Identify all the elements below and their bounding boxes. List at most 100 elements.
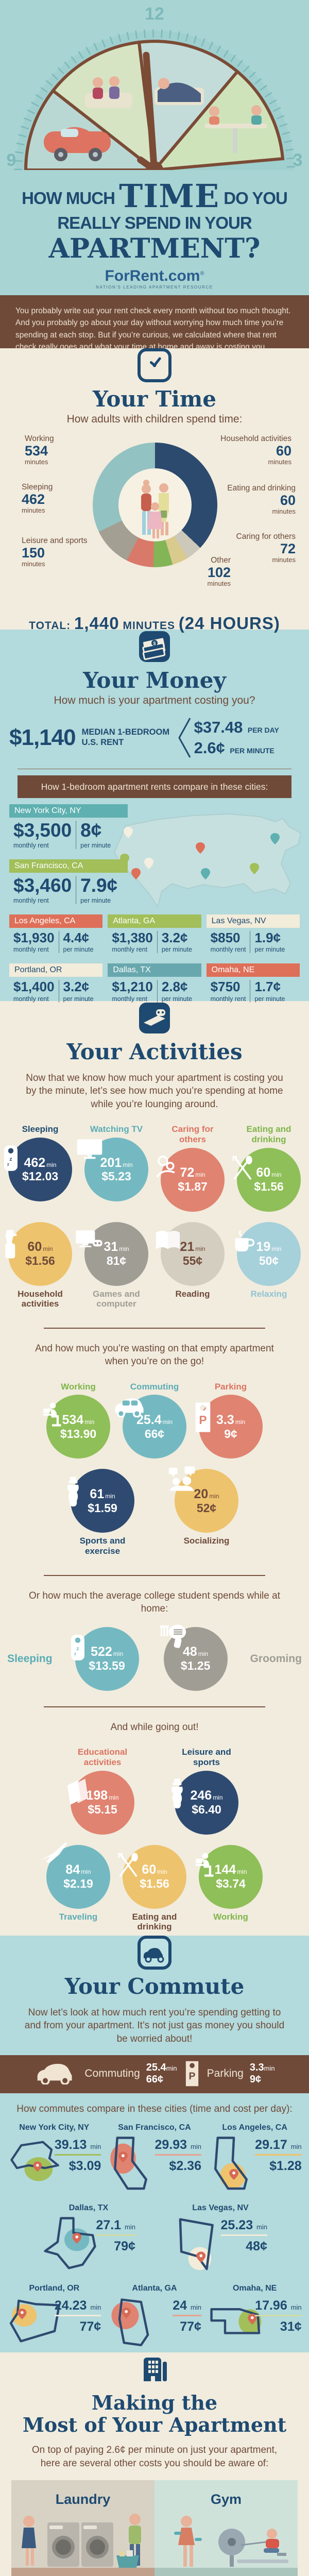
coffee-cup-icon [235,1230,254,1251]
car-vignette [44,127,111,161]
your-activities-heading: Your Activities [66,1039,243,1064]
hair-dryer-icon [160,1624,186,1648]
your-commute-heading: Your Commute [64,1973,245,1999]
median-rent-row: $1,140 MEDIAN 1-BEDROOM U.S. RENT $37.48… [0,708,309,762]
car-icon [138,1935,171,1970]
college-sleeping-label: Sleeping [7,1652,53,1665]
commute-intro: Now let’s look at how much rent you’re s… [24,2007,285,2044]
clock-number-9: 9 [7,150,16,170]
plane-icon [40,1842,67,1863]
activity-educational: Educational activities 198 min $5.15 [67,1744,136,1835]
parking-label: Parking [207,2067,244,2079]
donut-label-caring: Caring for others 72 minutes [236,532,296,564]
clock-icon [138,348,171,382]
commute-row2: Dallas, TX 27.1 min 79¢ Las Vegas, NV 25… [0,2204,309,2276]
commute-bar: Commuting 25.4min 66¢ P Parking 3.3min 9… [0,2055,309,2093]
away-intro: And how much you’re wasting on that empt… [35,1343,274,1367]
desk-worker-icon [43,1402,61,1427]
city-label: San Francisco, CA [9,859,128,873]
rent-card-sf: San Francisco, CA $3,460 monthly rent 7.9… [9,859,128,904]
per-rates: $37.48 PER DAY 2.6¢ PER MINUTE [194,716,279,759]
per-minute-value: 2.6¢ [194,738,225,757]
books-icon [67,1778,89,1805]
city-label: Los Angeles, CA [9,914,103,928]
activity-working-out: 144 min $3.74 Working [195,1844,265,1925]
making-most-intro: On top of paying 2.6¢ per minute on just… [31,2444,278,2469]
rent-card-portland: Portland, OR $1,400 monthly rent 3.2¢ per … [9,963,103,1003]
us-map [113,814,302,908]
games-computer-icon [76,1230,102,1247]
title-line2: REALLY SPEND IN YOUR [57,213,252,233]
svg-text:z: z [7,1162,9,1166]
time-donut-hole [118,468,192,542]
page-title: HOW MUCH TIME DO YOU REALLY SPEND IN YOU… [0,180,309,262]
door-hanger-icon: zz [71,1635,84,1660]
clock-number-12: 12 [145,4,164,24]
state-ca [110,2136,147,2190]
out-row2: 84 min $2.19 Traveling 60 min $1.56 Eating… [0,1842,309,1935]
activity-watching-tv: Watching TV 201 min $5.23 [77,1121,150,1201]
map-pins [120,827,280,880]
away-row2: 61 min $1.59 Sports and exercise 20 min 52… [0,1466,309,1559]
gym-panel: Gym [154,2480,298,2576]
commute-car-icon [115,1398,144,1418]
commute-card-atlanta: Atlanta, GA 24 min 77¢ [107,2284,202,2356]
water-bottle-icon [171,1778,183,1808]
your-time-heading: Your Time [92,386,216,412]
your-activities-section: Your Activities Now that we know how muc… [0,1001,309,1953]
parking-tag-icon: P [195,1402,211,1433]
svg-text:P: P [188,2071,195,2082]
title-pre: HOW MUCH [22,189,115,208]
commute-card-portland: Portland, OR 24.23 min 77¢ [6,2284,102,2356]
rent-compare-banner: How 1-bedroom apartment rents compare in… [18,775,291,799]
commuting-label: Commuting [84,2067,140,2079]
per-day-value: $37.48 [194,718,243,736]
commute-card-lasvegas: Las Vegas, NV 25.23 min 48¢ [173,2204,268,2276]
commute-bar-car-icon [38,2063,72,2084]
dining-vignette [205,105,267,153]
brace-graphic [178,717,191,758]
games-icon [139,1002,170,1033]
per-day-label: PER DAY [247,725,279,734]
time-donut-chart: Working 534 minutes Household activities… [0,433,309,606]
tv-icon [77,1139,102,1159]
gym-label: Gym [210,2492,242,2507]
divider [44,1574,265,1576]
commuting-values: 25.4min 66¢ [146,2061,177,2085]
activity-caring: Caring for others 72 min $1.87 [156,1121,227,1212]
svg-text:P: P [199,1413,207,1427]
making-most-section: Making the Most of Your Apartment On top… [0,2352,309,2576]
couch-vignette [85,76,132,108]
your-money-subheading: How much is your apartment costing you? [54,694,255,707]
per-minute-label: PER MINUTE [230,746,274,755]
state-ca [214,2136,248,2190]
intro-text: You probably write out your rent check e… [15,307,291,351]
hero-section: 12 9 3 [0,0,309,295]
commute-row1: New York City, NY 39.13 min $3.09 San Fr… [0,2123,309,2195]
your-money-section: $ Your Money How much is your apartment … [0,630,309,1018]
activity-relaxing: 19 min 50¢ Relaxing [235,1222,303,1302]
family-illustration [141,480,169,539]
commute-card-sf: San Francisco, CA 29.93 min $2.36 [107,2123,202,2195]
commute-card-la: Los Angeles, CA 29.17 min $1.28 [207,2123,303,2195]
median-rent-value: $1,140 [9,724,76,750]
activity-commuting: Commuting 25.4 min 66¢ [115,1379,188,1459]
home-activities-row2: 60 min $1.56 Household activities 31 min 8… [0,1222,309,1312]
water-bottle-icon [67,1477,79,1507]
rent-card-lasvegas: Las Vegas, NV $850 monthly rent 1.9¢ per m… [206,914,300,954]
commute-card-dallas: Dallas, TX 27.1 min 79¢ [41,2204,136,2276]
city-label: Omaha, NE [206,963,300,977]
state-or [10,2299,61,2343]
activity-eating: Eating and drinking 60 min $1.56 [232,1121,303,1212]
title-post: DO YOU [224,189,288,208]
money-icon: $ [139,631,170,663]
activity-working-away: Working 534 min $13.90 [43,1379,112,1459]
svg-text:z: z [74,1651,76,1656]
fork-spoon-icon [232,1155,252,1180]
rent-card-atlanta: Atlanta, GA $1,380 monthly rent 3.2¢ per m… [108,914,201,954]
making-most-heading: Making the Most of Your Apartment [22,2391,287,2437]
svg-text:z: z [9,1157,12,1162]
